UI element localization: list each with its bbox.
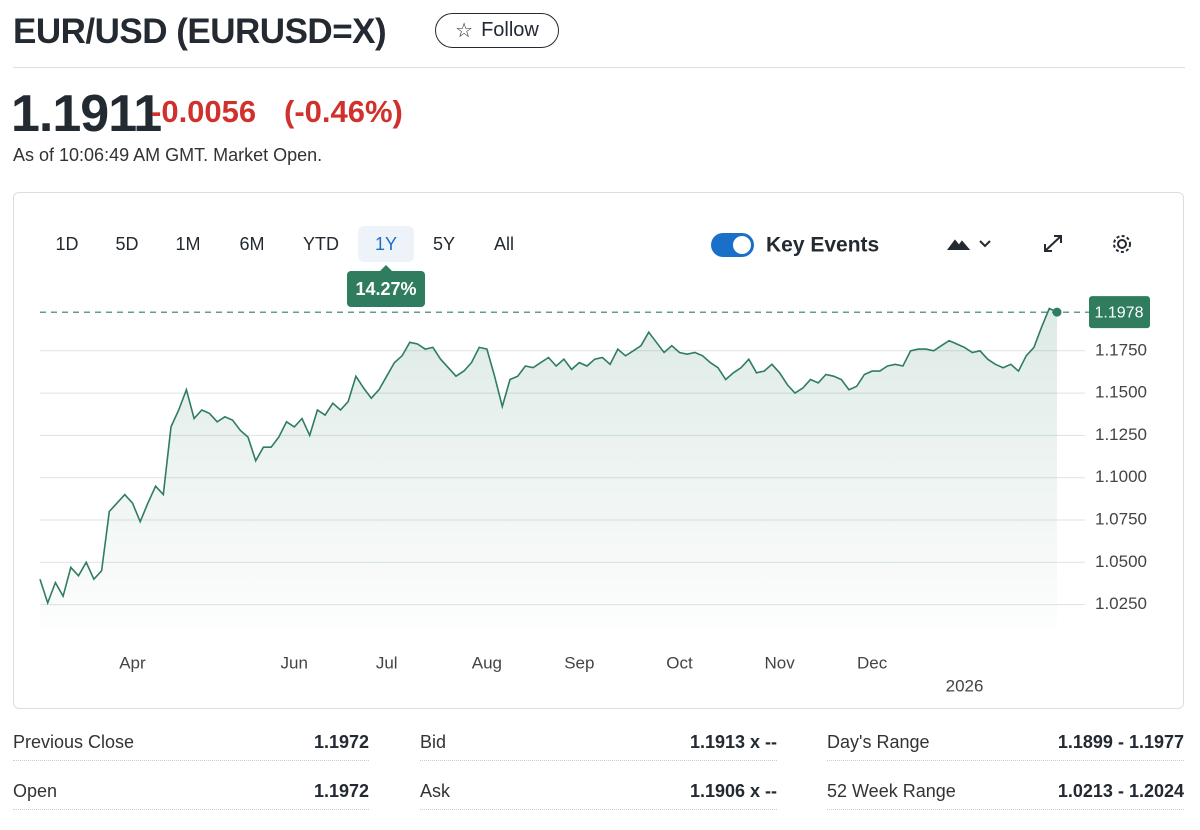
x-tick-label: Oct (666, 653, 693, 672)
range-tab[interactable]: 5Y (433, 234, 455, 254)
x-tick-label: Sep (564, 653, 594, 672)
range-tab[interactable]: 1M (175, 234, 200, 254)
expand-icon[interactable] (1044, 235, 1062, 252)
x-tick-label: Apr (119, 653, 146, 672)
stat-label: Previous Close (13, 732, 135, 752)
x-tick-label: Dec (857, 653, 888, 672)
page-title: EUR/USD (EURUSD=X) (13, 12, 387, 51)
x-tick-label: Nov (765, 653, 796, 672)
as-of: As of 10:06:49 AM GMT. Market Open. (13, 145, 323, 165)
toggle-knob (733, 236, 751, 254)
stat-divider (420, 760, 777, 761)
current-price-label: 1.1978 (1095, 304, 1144, 321)
y-tick-label: 1.1000 (1095, 467, 1147, 486)
stat-divider (420, 809, 777, 810)
stat-divider (827, 809, 1184, 810)
y-tick-label: 1.1250 (1095, 425, 1147, 444)
x-tick-label: Jun (281, 653, 308, 672)
stat-value: 1.0213 - 1.2024 (1057, 781, 1184, 801)
x-tick-label: 2026 (946, 676, 984, 695)
x-tick-label: Aug (472, 653, 502, 672)
chart-card (13, 192, 1184, 709)
settings-gear (1113, 235, 1131, 253)
price-change: -0.0056 (151, 94, 257, 129)
stat-divider (827, 760, 1184, 761)
stat-divider (13, 760, 369, 761)
chart-type-icon[interactable] (947, 239, 971, 250)
range-tab[interactable]: 6M (239, 234, 264, 254)
badge-pointer (380, 265, 392, 271)
stat-value: 1.1972 (313, 781, 369, 801)
y-tick-label: 1.1500 (1095, 383, 1147, 402)
current-price-badge (1089, 296, 1150, 329)
icons (947, 235, 1131, 253)
follow-label: Follow (481, 19, 539, 41)
y-tick-label: 1.0250 (1095, 594, 1147, 613)
chevron[interactable] (979, 240, 991, 248)
last-point (1052, 307, 1062, 317)
key-events-label: Key Events (766, 234, 879, 257)
stat-label: Bid (420, 732, 447, 752)
divider (13, 67, 1185, 68)
stat-value: 1.1906 x -- (689, 781, 777, 801)
settings-icon[interactable] (1117, 239, 1127, 249)
stat-value: 1.1899 - 1.1977 (1057, 732, 1184, 752)
y-tick-label: 1.0750 (1095, 509, 1147, 528)
y-tick-label: 1.1750 (1095, 340, 1147, 359)
stat-value: 1.1913 x -- (689, 732, 777, 752)
y-tick-label: 1.0500 (1095, 552, 1147, 571)
stat-label: Ask (420, 781, 451, 801)
follow-button[interactable]: ☆ Follow (435, 13, 559, 48)
price-change-percent: (-0.46%) (284, 94, 403, 129)
range-tab[interactable]: 5D (115, 234, 138, 254)
stat-divider (13, 809, 369, 810)
x-tick-label: Jul (376, 653, 398, 672)
range-tab[interactable]: YTD (303, 234, 339, 254)
price-line (39, 307, 1058, 606)
stat-label: Open (13, 781, 58, 801)
active-tab-bg (358, 226, 414, 262)
stat-label: Day's Range (827, 732, 930, 752)
stat-value: 1.1972 (313, 732, 369, 752)
star-icon: ☆ (455, 20, 474, 42)
price: 1.1911 (11, 85, 162, 143)
period-change-badge (347, 271, 425, 307)
range-tab[interactable]: 1Y (375, 234, 397, 254)
range-tab[interactable]: 1D (55, 234, 78, 254)
stat-label: 52 Week Range (827, 781, 956, 801)
period-change: 14.27% (355, 279, 416, 299)
range-tab[interactable]: All (494, 234, 514, 254)
